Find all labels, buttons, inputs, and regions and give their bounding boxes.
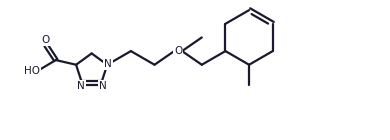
Text: O: O (174, 46, 182, 56)
Text: HO: HO (25, 66, 41, 76)
Text: N: N (99, 81, 106, 91)
Text: N: N (77, 81, 85, 91)
Text: O: O (41, 35, 50, 45)
Text: N: N (104, 59, 112, 69)
